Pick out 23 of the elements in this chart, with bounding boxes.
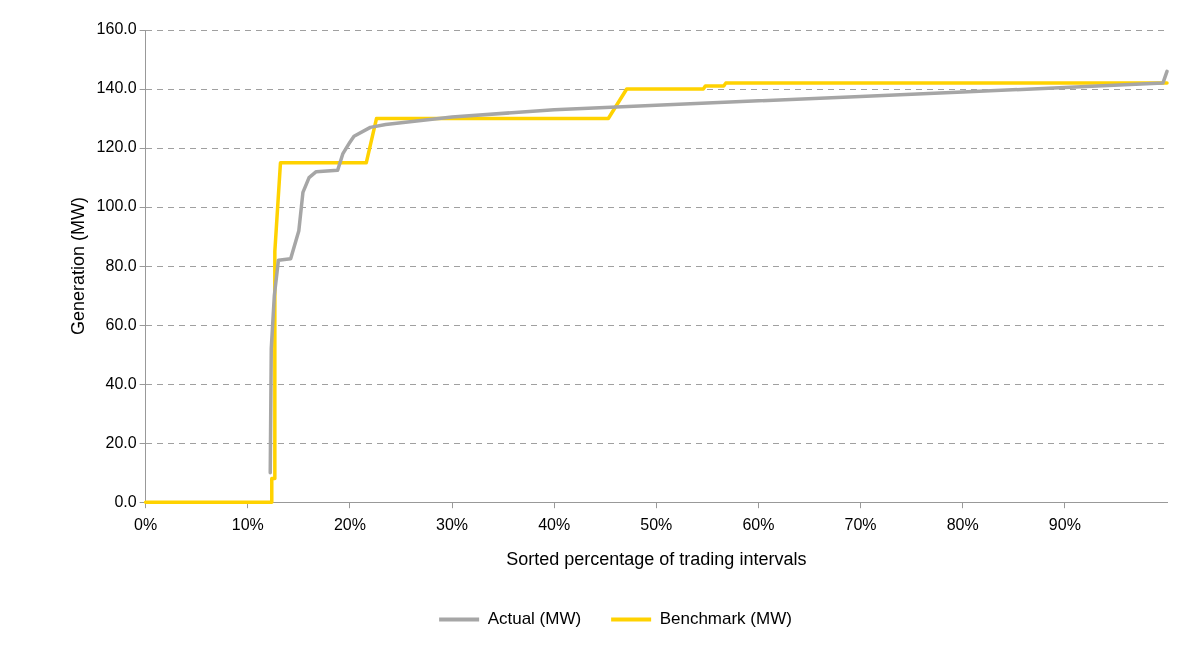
x-tick-label: 40% — [538, 516, 571, 534]
legend-label: Benchmark (MW) — [659, 609, 792, 629]
y-tick-label: 100.0 — [96, 197, 137, 215]
x-tick-label: 30% — [436, 516, 469, 534]
y-tick-label: 160.0 — [96, 20, 137, 38]
x-tick-label: 80% — [946, 516, 979, 534]
y-tick-label: 80.0 — [105, 256, 137, 274]
y-tick-label: 20.0 — [105, 433, 137, 451]
y-axis-title: Generation (MW) — [67, 197, 88, 336]
y-tick-label: 120.0 — [96, 138, 137, 156]
x-tick-label: 50% — [640, 516, 673, 534]
y-tick-label: 40.0 — [105, 374, 137, 392]
y-tick-label: 0.0 — [114, 492, 137, 510]
x-tick-label: 20% — [333, 516, 366, 534]
x-tick-label: 90% — [1048, 516, 1081, 534]
x-tick-label: 60% — [742, 516, 775, 534]
y-tick-label: 60.0 — [105, 315, 137, 333]
x-axis-title: Sorted percentage of trading intervals — [506, 549, 807, 570]
legend-label: Actual (MW) — [487, 609, 582, 629]
x-tick-label: 10% — [231, 516, 264, 534]
x-tick-label: 70% — [844, 516, 877, 534]
y-tick-label: 140.0 — [96, 79, 137, 97]
x-tick-label: 0% — [134, 516, 158, 534]
